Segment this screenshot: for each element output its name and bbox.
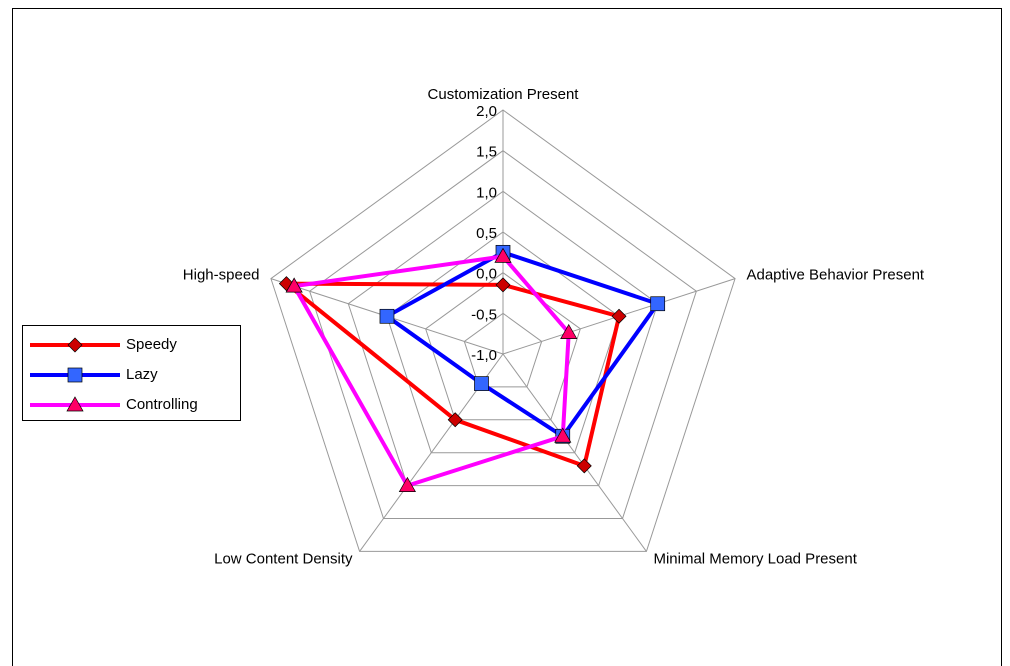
category-label: Customization Present xyxy=(428,86,580,103)
spoke xyxy=(502,353,647,552)
marker xyxy=(398,476,416,492)
series-line xyxy=(290,254,571,488)
grid-ring xyxy=(270,109,736,552)
y-tick-label: 0,0 xyxy=(476,266,497,283)
marker xyxy=(379,308,395,324)
y-tick-label: 2,0 xyxy=(476,103,497,120)
marker xyxy=(66,396,84,412)
y-tick-label: -0,5 xyxy=(471,306,497,323)
marker xyxy=(67,337,83,353)
category-label: Low Content Density xyxy=(214,550,353,567)
marker xyxy=(560,323,578,339)
category-label: High-speed xyxy=(183,266,260,283)
y-tick-label: -1,0 xyxy=(471,347,497,364)
y-tick-label: 1,0 xyxy=(476,184,497,201)
marker xyxy=(285,277,303,293)
marker xyxy=(494,247,512,263)
y-tick-label: 0,5 xyxy=(476,225,497,242)
category-label: Adaptive Behavior Present xyxy=(746,266,924,283)
grid-ring xyxy=(386,231,620,454)
grid-ring xyxy=(309,150,697,520)
marker xyxy=(495,277,511,293)
legend-label: Lazy xyxy=(126,366,158,383)
series-line xyxy=(383,250,661,439)
marker xyxy=(554,427,572,443)
marker xyxy=(611,308,627,324)
y-tick-label: 1,5 xyxy=(476,144,497,161)
grid-ring xyxy=(425,272,581,421)
legend-label: Speedy xyxy=(126,336,177,353)
marker xyxy=(650,296,666,312)
grid-ring xyxy=(463,312,543,388)
marker xyxy=(67,367,83,383)
marker xyxy=(576,458,592,474)
marker xyxy=(447,412,463,428)
marker xyxy=(474,376,489,391)
category-label: Minimal Memory Load Present xyxy=(653,550,857,567)
legend-label: Controlling xyxy=(126,396,198,413)
